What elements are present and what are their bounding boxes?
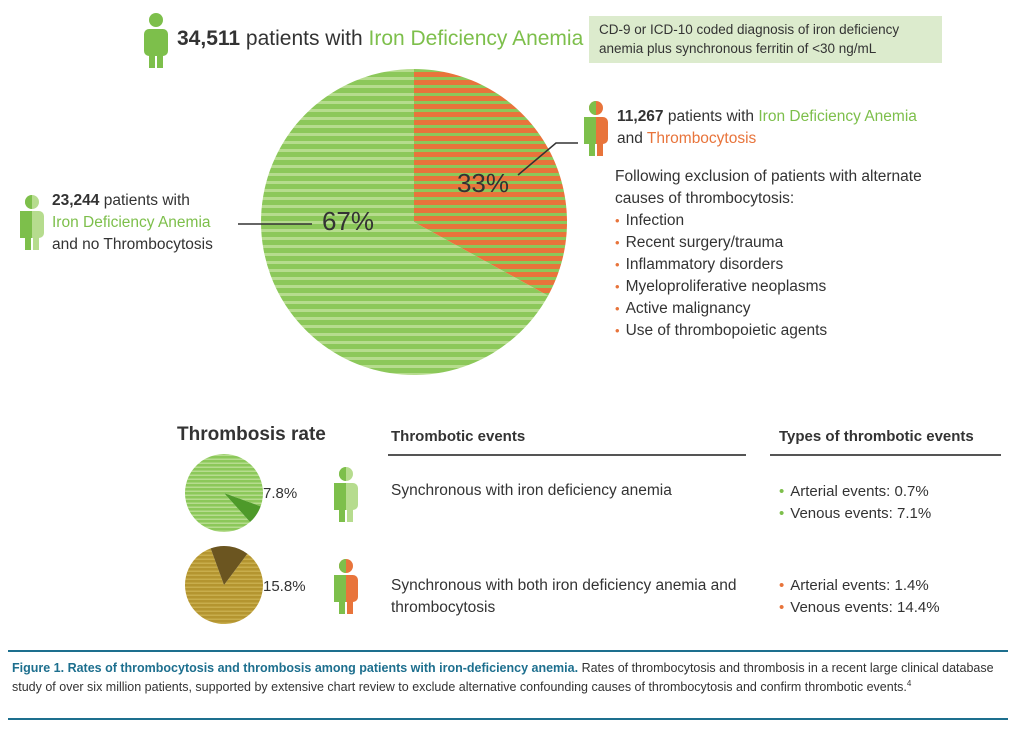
caption-ref: 4 — [906, 679, 912, 688]
list-item: Use of thrombopoietic agents — [615, 320, 975, 342]
list-item: Inflammatory disorders — [615, 254, 975, 276]
person-green-split-icon — [20, 195, 44, 250]
figure-caption: Figure 1. Rates of thrombocytosis and th… — [12, 660, 1006, 695]
caption-bottom-rule — [8, 718, 1008, 720]
no-thrombocytosis-count: 23,244 — [52, 192, 100, 209]
exclusion-list: Infection Recent surgery/trauma Inflamma… — [615, 210, 975, 342]
thrombotic-event-2: Synchronous with both iron deficiency an… — [391, 577, 737, 616]
thrombotic-types-1: Arterial events: 0.7% Venous events: 7.1… — [779, 481, 931, 525]
exclusion-intro: Following exclusion of patients with alt… — [615, 168, 922, 207]
pie-label-33: 33% — [457, 168, 509, 198]
list-item: Recent surgery/trauma — [615, 232, 975, 254]
thrombosis-pie-ida — [185, 453, 264, 532]
thrombosis-rate-2: 15.8% — [263, 578, 306, 595]
list-item: Infection — [615, 210, 975, 232]
pie-slice-thrombosis-7-8 — [224, 493, 261, 523]
thrombotic-event-1: Synchronous with iron deficiency anemia — [391, 482, 672, 499]
caption-body: Rates of thrombocytosis and thrombosis i… — [12, 661, 994, 695]
pie-slice-thrombosis-15-8 — [210, 545, 248, 585]
exclusion-block: Following exclusion of patients with alt… — [615, 166, 975, 342]
pie-slice-no-thrombosis — [185, 453, 264, 532]
events-header-rule — [388, 454, 746, 456]
caption-title: Figure 1. Rates of thrombocytosis and th… — [12, 661, 579, 675]
person-orange-green-icon — [584, 101, 608, 156]
person-orange-green-icon — [334, 559, 358, 614]
caption-top-rule — [8, 650, 1008, 652]
thrombotic-events-header: Thrombotic events — [391, 428, 526, 445]
main-pie: 67% 33% — [261, 69, 568, 376]
list-item: Arterial events: 0.7% — [779, 481, 931, 503]
thrombocytosis-text: patients with — [667, 108, 755, 125]
thrombocytosis-count: 11,267 — [617, 108, 664, 125]
no-thrombocytosis-line3: and no Thrombocytosis — [52, 236, 213, 253]
total-count: 34,511 — [177, 27, 241, 50]
thrombotic-types-header: Types of thrombotic events — [779, 428, 974, 445]
diagnosis-note: CD-9 or ICD-10 coded diagnosis of iron d… — [589, 16, 942, 63]
list-item: Myeloproliferative neoplasms — [615, 276, 975, 298]
total-text: patients with — [245, 27, 363, 50]
thrombocytosis-condition: Iron Deficiency Anemia — [758, 108, 917, 125]
thrombocytosis-condition2: Thrombocytosis — [646, 130, 757, 147]
leader-line-right — [517, 142, 578, 176]
pie-slice-no-thrombosis — [184, 548, 263, 624]
no-thrombocytosis-text: patients with — [103, 192, 190, 209]
thrombosis-pie-ida-thrombocytosis — [184, 545, 263, 624]
thrombosis-rate-1: 7.8% — [263, 485, 298, 502]
total-condition: Iron Deficiency Anemia — [368, 27, 584, 50]
no-thrombocytosis-condition: Iron Deficiency Anemia — [52, 214, 211, 231]
person-green-icon — [144, 13, 168, 68]
list-item: Active malignancy — [615, 298, 975, 320]
thrombosis-rate-title: Thrombosis rate — [177, 424, 326, 445]
pie-label-67: 67% — [322, 206, 374, 236]
types-header-rule — [770, 454, 1001, 456]
list-item: Arterial events: 1.4% — [779, 575, 940, 597]
total-patients-heading: 34,511 patients with Iron Deficiency Ane… — [177, 27, 583, 51]
pie-slice-thrombocytosis — [414, 69, 568, 296]
pie-slice-no-thrombocytosis — [261, 69, 549, 376]
no-thrombocytosis-label: 23,244 patients with Iron Deficiency Ane… — [52, 190, 213, 256]
thrombotic-types-2: Arterial events: 1.4% Venous events: 14.… — [779, 575, 940, 619]
list-item: Venous events: 7.1% — [779, 503, 931, 525]
list-item: Venous events: 14.4% — [779, 597, 939, 619]
person-green-split-icon — [334, 467, 358, 522]
thrombocytosis-label: 11,267 patients with Iron Deficiency Ane… — [617, 106, 917, 150]
thrombocytosis-and: and — [617, 130, 643, 147]
